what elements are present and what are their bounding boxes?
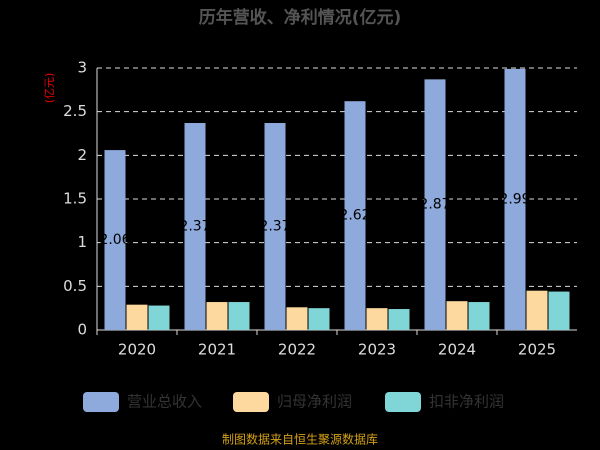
y-tick-label: 0 [77, 321, 87, 339]
x-tick-label: 2020 [118, 341, 156, 359]
chart-title: 历年营收、净利情况(亿元) [199, 7, 402, 28]
y-tick-label: 2.5 [63, 102, 87, 120]
y-tick-label: 0.5 [63, 277, 87, 295]
bar [228, 302, 250, 330]
bar [104, 150, 126, 330]
legend-swatch [83, 392, 119, 412]
bar [388, 309, 410, 330]
x-tick-label: 2022 [278, 341, 316, 359]
bar [468, 302, 490, 330]
bar [184, 123, 206, 331]
y-tick-label: 2 [77, 146, 87, 164]
bar [366, 308, 388, 330]
data-label: 2.87 [419, 197, 450, 213]
bar [344, 101, 366, 330]
bar [126, 304, 148, 330]
bar [264, 123, 286, 331]
data-label: 2.62 [339, 208, 370, 224]
legend-label: 营业总收入 [127, 393, 202, 411]
source-note: 制图数据来自恒生聚源数据库 [222, 432, 378, 447]
bar [548, 291, 570, 330]
bar [286, 307, 308, 330]
data-label: 2.99 [499, 191, 530, 207]
y-tick-label: 1 [77, 233, 87, 251]
bar [308, 308, 330, 330]
data-label: 2.37 [259, 219, 290, 235]
bar [206, 302, 228, 330]
y-axis-label: (亿元) [43, 73, 56, 104]
y-tick-label: 1.5 [63, 190, 87, 208]
x-tick-label: 2025 [518, 341, 556, 359]
legend-swatch [233, 392, 269, 412]
bar [446, 301, 468, 330]
x-tick-label: 2023 [358, 341, 396, 359]
data-label: 2.37 [179, 219, 210, 235]
bar [148, 305, 170, 330]
legend-swatch [385, 392, 421, 412]
legend-label: 扣非净利润 [429, 393, 504, 411]
legend-label: 归母净利润 [277, 393, 352, 411]
y-tick-label: 3 [77, 59, 87, 77]
x-tick-label: 2021 [198, 341, 236, 359]
bar [504, 68, 526, 330]
bar [424, 79, 446, 330]
data-label: 2.06 [99, 232, 130, 248]
bar [526, 290, 548, 330]
x-tick-label: 2024 [438, 341, 476, 359]
